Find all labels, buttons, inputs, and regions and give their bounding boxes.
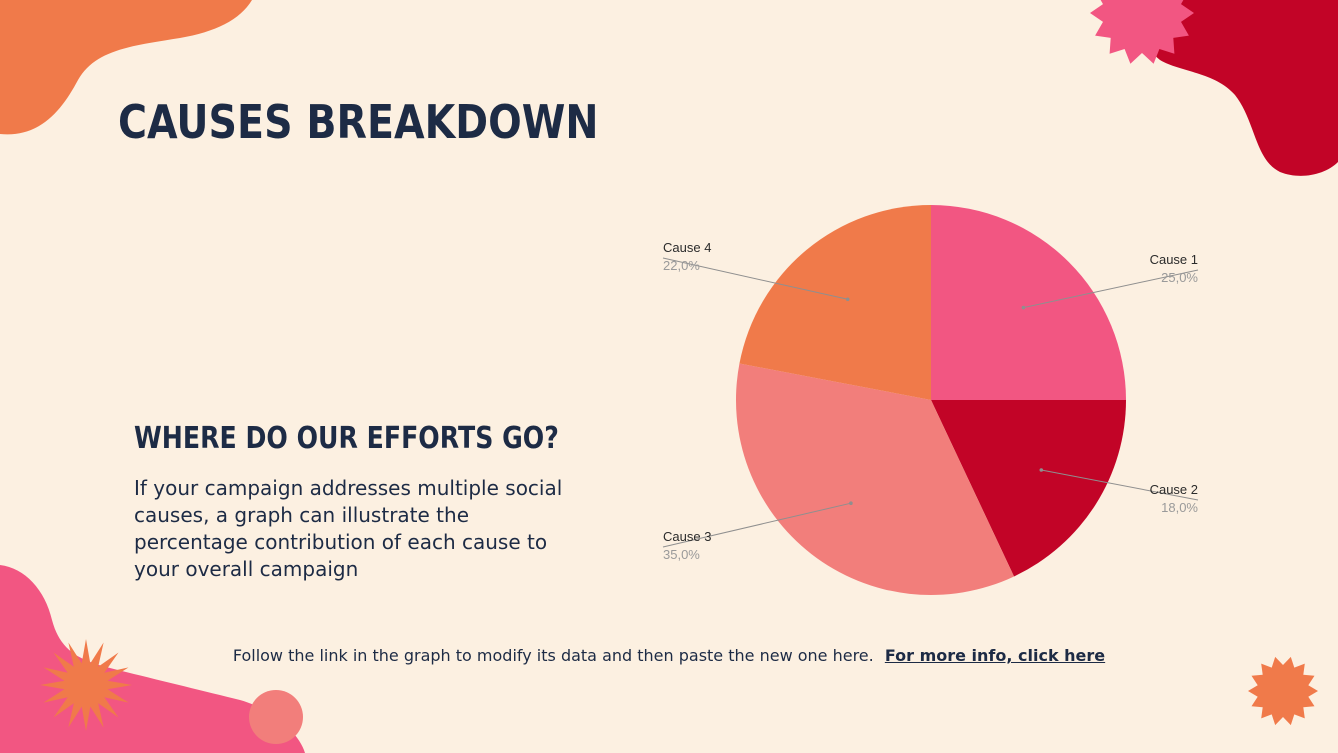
leader-line-4: [662, 257, 848, 300]
top-left-orange-blob: [0, 0, 252, 135]
leader-line-1: [1023, 269, 1199, 309]
pie-slice-1: [931, 205, 1126, 400]
leader-line-2: [1041, 469, 1199, 501]
bottom-left-salmon-circle: [249, 690, 303, 744]
top-right-pink-flower-icon: [1090, 0, 1194, 64]
leader-dot-1: [1021, 305, 1026, 310]
footer-text: Follow the link in the graph to modify i…: [232, 646, 874, 665]
pie-slice-4: [739, 205, 931, 400]
slice-percent-3: 35,0%: [663, 547, 700, 562]
bottom-right-orange-flower-icon: [1248, 656, 1318, 726]
pie-slice-3: [735, 363, 1015, 596]
top-right-red-blob: [1148, 0, 1338, 176]
more-info-link[interactable]: For more info, click here: [884, 646, 1106, 665]
slice-percent-1: 25,0%: [1161, 270, 1198, 285]
slice-label-2: Cause 2: [1150, 482, 1198, 497]
page-title: CAUSES BREAKDOWN: [118, 95, 599, 149]
footer: Follow the link in the graph to modify i…: [0, 646, 1338, 665]
slice-label-1: Cause 1: [1150, 252, 1198, 267]
description-text: If your campaign addresses multiple soci…: [134, 476, 563, 581]
leader-line-3: [662, 502, 852, 548]
slice-label-4: Cause 4: [663, 240, 711, 255]
leader-dot-3: [849, 501, 853, 506]
section-subtitle: WHERE DO OUR EFFORTS GO?: [134, 421, 559, 456]
slice-percent-4: 22,0%: [663, 258, 700, 273]
slice-label-3: Cause 3: [663, 529, 711, 544]
pie-slice-2: [931, 400, 1126, 577]
slice-percent-2: 18,0%: [1161, 500, 1198, 515]
bottom-left-orange-flower-icon: [40, 639, 132, 731]
leader-dot-2: [1039, 468, 1044, 472]
leader-dot-4: [845, 297, 850, 302]
